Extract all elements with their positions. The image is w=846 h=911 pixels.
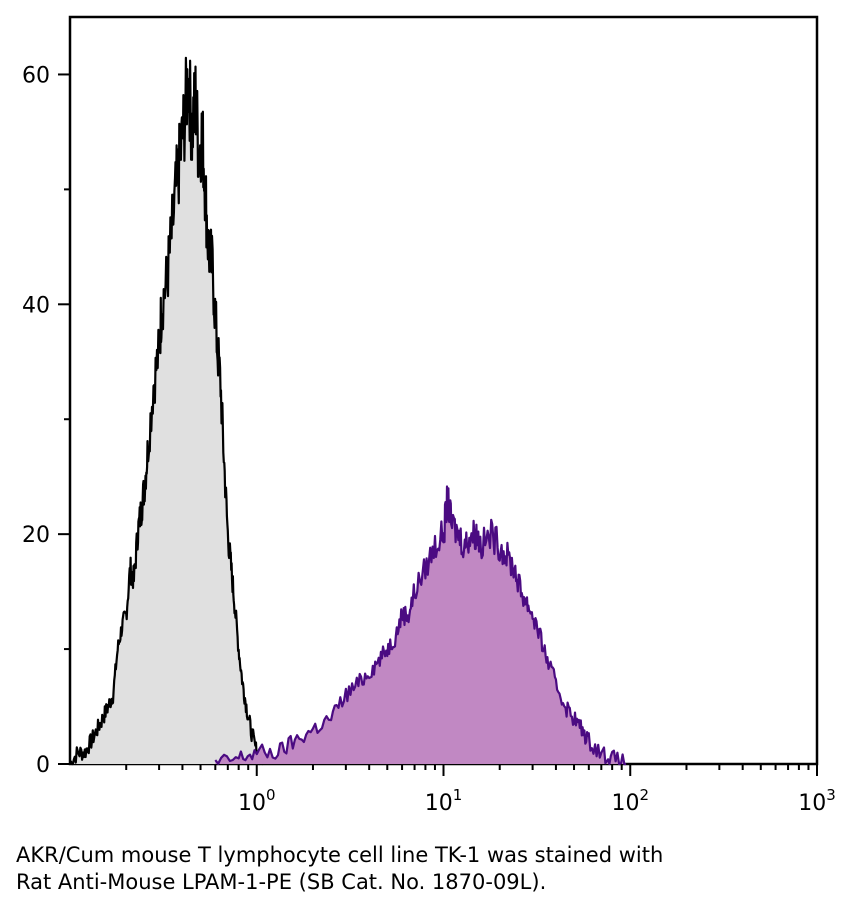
series-layer	[68, 56, 627, 766]
series-1-fill	[70, 57, 265, 765]
y-tick-label: 40	[22, 293, 50, 318]
figure-caption: AKR/Cum mouse T lymphocyte cell line TK-…	[16, 842, 836, 896]
caption-line-2: Rat Anti-Mouse LPAM-1-PE (SB Cat. No. 18…	[16, 870, 547, 894]
series-2-fill	[215, 486, 627, 764]
x-tick-label: 103	[798, 786, 836, 816]
x-tick-label: 102	[611, 786, 649, 816]
y-tick-label: 20	[22, 523, 50, 548]
caption-line-1: AKR/Cum mouse T lymphocyte cell line TK-…	[16, 843, 664, 867]
x-axis: 100 101 102 103	[125, 764, 836, 816]
x-tick-label: 100	[238, 786, 276, 816]
y-tick-label: 0	[36, 753, 50, 778]
histogram-chart: 0 20 40 60 100 101 102 103	[22, 15, 836, 816]
y-axis: 0 20 40 60	[22, 63, 70, 778]
x-tick-label: 101	[425, 786, 463, 816]
series-2-outline	[214, 485, 627, 766]
y-tick-label: 60	[22, 63, 50, 88]
series-1-outline	[68, 56, 266, 766]
